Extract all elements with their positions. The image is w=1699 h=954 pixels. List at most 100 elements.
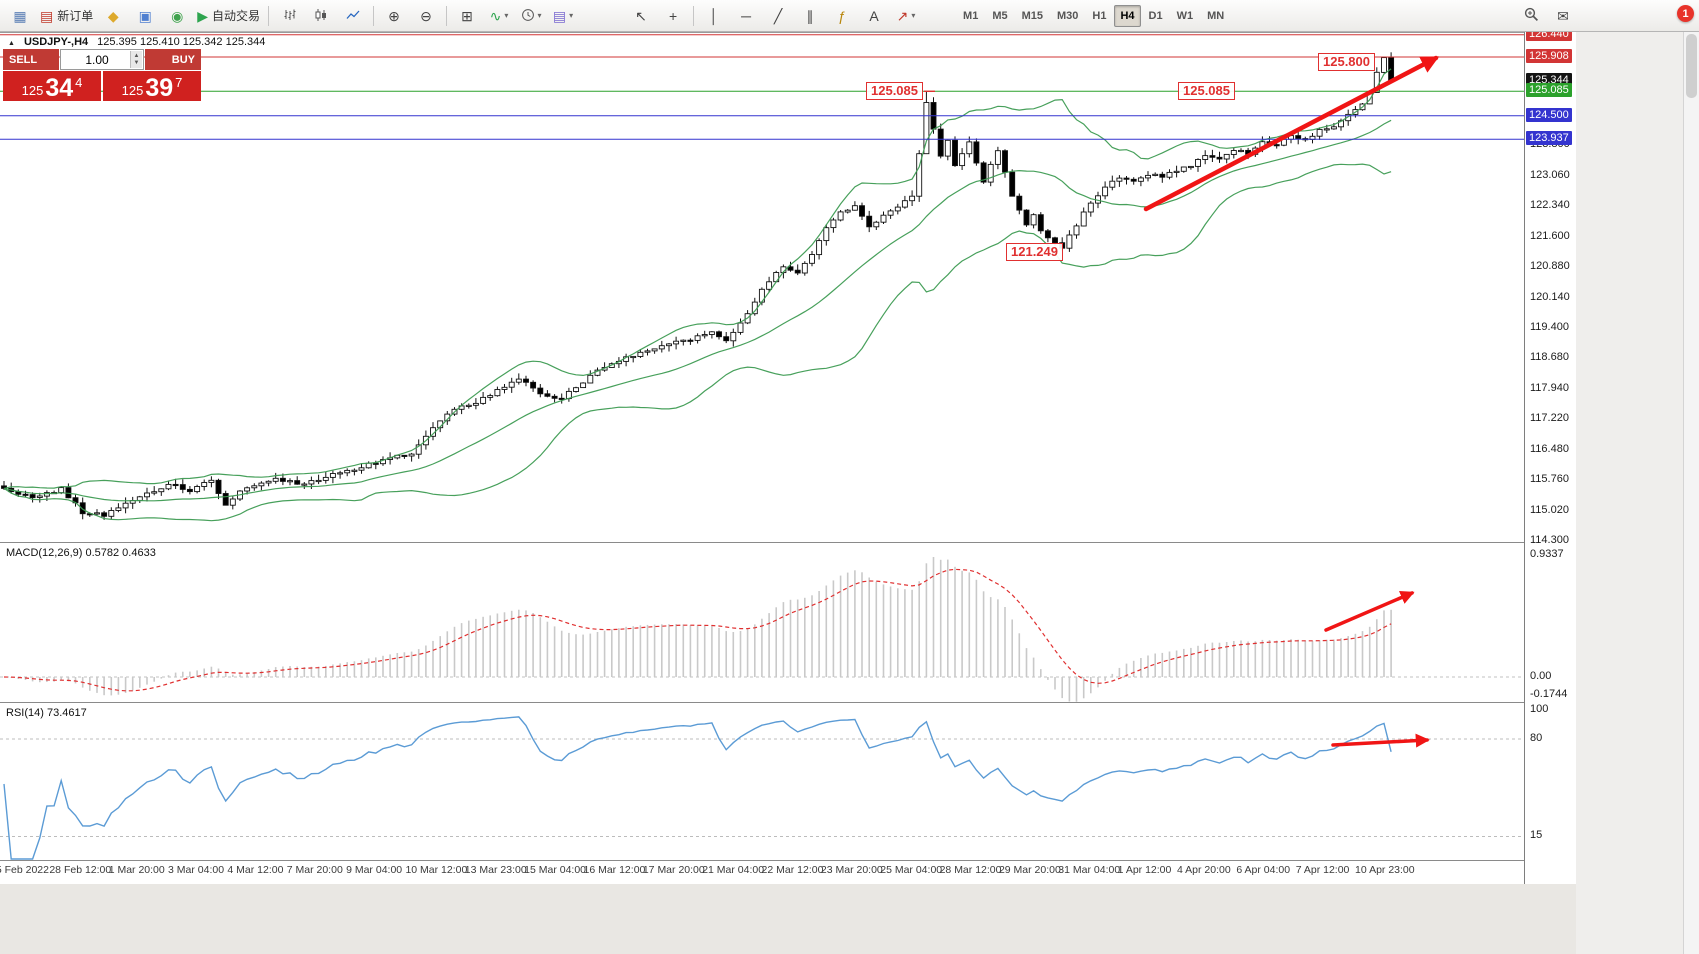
new-order-button[interactable]: ▤ 新订单 <box>36 3 97 29</box>
sell-price-sup: 4 <box>75 75 83 90</box>
sell-price-big: 34 <box>45 73 74 102</box>
candlestick-chart-type-icon[interactable] <box>305 3 337 29</box>
price-tick: 120.880 <box>1530 260 1570 272</box>
crosshair-icon[interactable]: + <box>657 3 689 29</box>
mail-icon-glyph: ✉ <box>1557 7 1569 24</box>
timeframe-d1-button[interactable]: D1 <box>1148 9 1163 22</box>
horizontal-line-icon-glyph: ─ <box>741 7 751 24</box>
new-order-button-glyph: ▤ <box>40 7 54 24</box>
trend-arrows[interactable] <box>1143 55 1440 748</box>
arrows-tool-dropdown[interactable]: ↗ ▾ <box>890 3 922 29</box>
notification-badge[interactable]: 1 <box>1677 5 1694 22</box>
timeframe-mn-button[interactable]: MN <box>1207 9 1225 22</box>
tile-windows-icon-glyph: ⊞ <box>461 7 473 24</box>
line-chart-type-icon[interactable] <box>337 3 369 29</box>
time-axis-label: 21 Mar 04:00 <box>702 864 765 876</box>
horizontal-level-lines[interactable] <box>0 34 1524 140</box>
rsi-axis-label: 80 <box>1530 732 1543 744</box>
channel-icon[interactable]: ∥ <box>794 3 826 29</box>
price-tick: 122.340 <box>1530 199 1570 211</box>
vertical-scrollbar[interactable] <box>1683 32 1699 954</box>
one-click-trading-panel: SELL ▲▼ BUY 125 34 4 125 39 7 <box>3 49 201 101</box>
vertical-line-icon[interactable]: │ <box>698 3 730 29</box>
new-chart-icon[interactable]: ▦ <box>4 3 36 29</box>
scrollbar-thumb[interactable] <box>1686 34 1697 98</box>
rsi-panel[interactable] <box>0 716 1524 860</box>
timeframe-m5-button[interactable]: M5 <box>992 9 1008 22</box>
time-axis-label: 31 Mar 04:00 <box>1058 864 1121 876</box>
bollinger-bands[interactable] <box>3 68 1392 522</box>
price-callout[interactable]: 125.085 <box>866 82 923 100</box>
price-tick: 123.060 <box>1530 169 1570 181</box>
timeframe-w1-button[interactable]: W1 <box>1176 9 1194 22</box>
buy-price-button[interactable]: 125 39 7 <box>103 71 201 101</box>
volume-input[interactable] <box>61 51 143 68</box>
timeframe-m1-button[interactable]: M1 <box>963 9 979 22</box>
sell-price-prefix: 125 <box>21 83 44 98</box>
periods-dropdown[interactable]: ▾ <box>515 3 547 29</box>
tile-windows-icon[interactable]: ⊞ <box>451 3 483 29</box>
chart-area[interactable]: ▲ USDJPY-,H4 125.395 125.410 125.342 125… <box>0 32 1524 884</box>
timeframe-m30-button[interactable]: M30 <box>1057 9 1079 22</box>
vertical-line-icon-glyph: │ <box>709 7 719 24</box>
time-axis-label: 10 Mar 12:00 <box>405 864 468 876</box>
price-level-label: 123.937 <box>1526 131 1572 145</box>
volume-stepper[interactable]: ▲ ▼ <box>130 51 142 68</box>
toolbar-separator <box>693 5 695 26</box>
sell-button[interactable]: SELL <box>3 49 59 70</box>
cursor-icon[interactable]: ↖ <box>625 3 657 29</box>
toolbar-separator <box>373 5 375 26</box>
templates-dropdown[interactable]: ▤ ▾ <box>547 3 579 29</box>
time-axis-label: 16 Mar 12:00 <box>583 864 646 876</box>
price-callout[interactable]: 125.085 <box>1178 82 1235 100</box>
buy-button[interactable]: BUY <box>145 49 201 70</box>
price-level-label: 125.085 <box>1526 83 1572 97</box>
time-axis-label: 15 Mar 04:00 <box>524 864 587 876</box>
price-tick: 114.300 <box>1530 534 1569 546</box>
timeframe-h1-button[interactable]: H1 <box>1092 9 1107 22</box>
navigator-icon[interactable]: ◉ <box>161 3 193 29</box>
text-tool-icon[interactable]: A <box>858 3 890 29</box>
mail-icon[interactable]: ✉ <box>1547 3 1579 29</box>
cursor-icon-glyph: ↖ <box>635 7 647 24</box>
price-tick: 118.680 <box>1530 351 1569 363</box>
fibonacci-icon-glyph: ƒ <box>838 7 846 24</box>
timeframe-h4-button[interactable]: H4 <box>1114 4 1141 27</box>
time-axis-label: 28 Feb 12:00 <box>49 864 112 876</box>
time-axis-label: 7 Mar 20:00 <box>286 864 343 876</box>
price-callout[interactable]: 121.249 <box>1006 243 1063 261</box>
trendline-icon[interactable]: ╱ <box>762 3 794 29</box>
macd-label: MACD(12,26,9) 0.5782 0.4633 <box>6 547 156 559</box>
sell-price-button[interactable]: 125 34 4 <box>3 71 101 101</box>
timeframe-m15-button[interactable]: M15 <box>1021 9 1044 22</box>
autotrading-button[interactable]: ▶ 自动交易 <box>193 3 264 29</box>
zoom-out-icon[interactable]: ⊖ <box>410 3 442 29</box>
horizontal-line-icon[interactable]: ─ <box>730 3 762 29</box>
stepper-down-icon[interactable]: ▼ <box>133 59 140 66</box>
search-icon[interactable] <box>1515 3 1547 29</box>
data-window-icon[interactable]: ▣ <box>129 3 161 29</box>
toolbar-separator <box>446 5 448 26</box>
candles[interactable] <box>1 52 1395 520</box>
bar-chart-type-icon[interactable] <box>273 3 305 29</box>
zoom-in-icon[interactable]: ⊕ <box>378 3 410 29</box>
volume-input-wrap: ▲▼ <box>60 49 144 70</box>
indicators-dropdown[interactable]: ∿ ▾ <box>483 3 515 29</box>
rsi-axis-label: 15 <box>1530 829 1543 841</box>
stepper-up-icon[interactable]: ▲ <box>133 52 140 59</box>
search-icon-glyph <box>1524 7 1539 24</box>
fibonacci-icon[interactable]: ƒ <box>826 3 858 29</box>
market-watch-icon[interactable]: ◆ <box>97 3 129 29</box>
time-axis-label: 22 Mar 12:00 <box>761 864 824 876</box>
autotrading-button-glyph: ▶ <box>197 7 209 24</box>
templates-dropdown-caret-icon: ▾ <box>569 11 574 20</box>
time-axis-label: 6 Apr 04:00 <box>1236 864 1291 876</box>
price-callout[interactable]: 125.800 <box>1318 53 1375 71</box>
macd-panel[interactable] <box>0 557 1524 702</box>
time-axis-label: 9 Mar 04:00 <box>346 864 403 876</box>
arrows-tool-dropdown-glyph: ↗ <box>896 7 909 24</box>
macd-axis-label: -0.1744 <box>1530 688 1568 700</box>
chart-canvas[interactable] <box>0 33 1524 884</box>
price-axis[interactable]: 123.800123.060122.340121.600120.880120.1… <box>1524 27 1576 884</box>
templates-dropdown-glyph: ▤ <box>552 7 567 24</box>
